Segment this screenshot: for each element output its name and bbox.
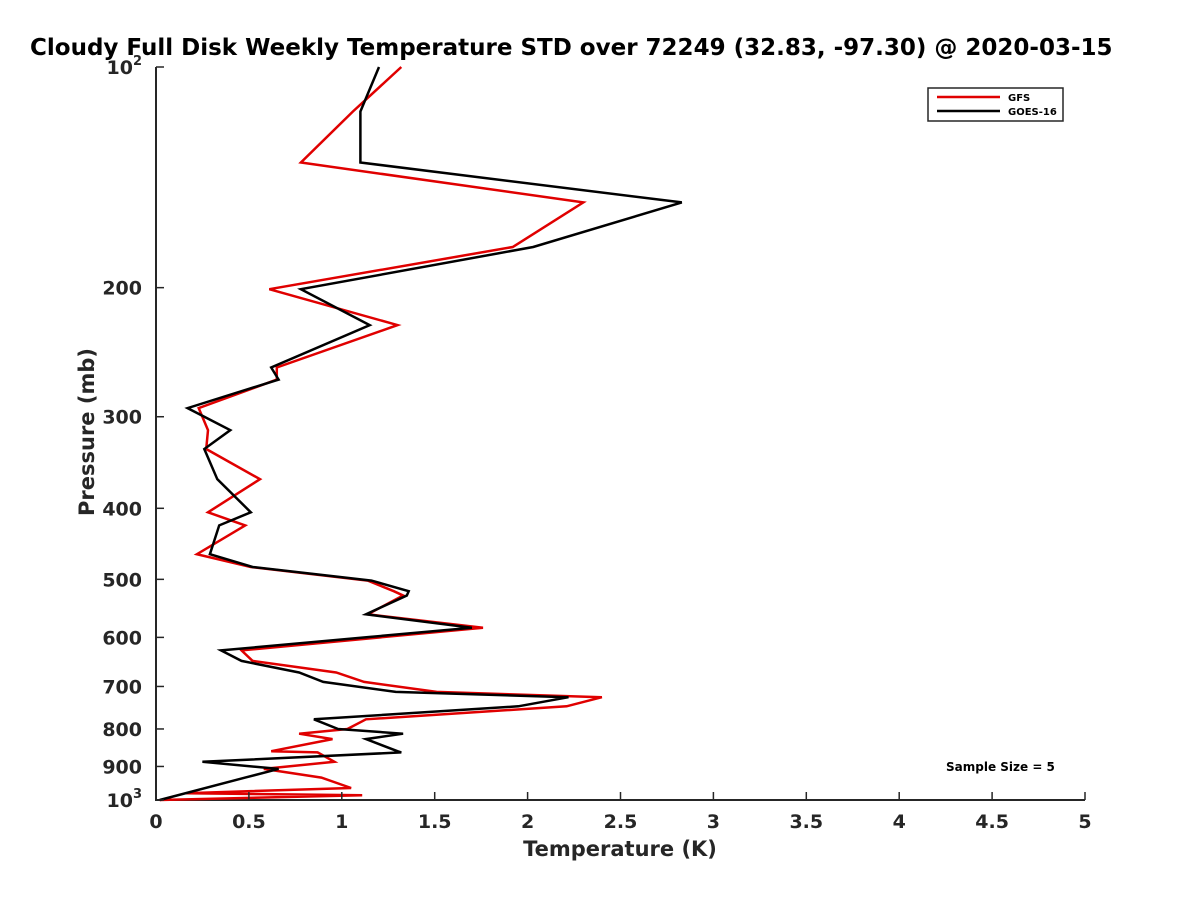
- series-line-goes16: [159, 66, 683, 802]
- y-tick-label: 200: [102, 278, 142, 300]
- x-axis-label: Temperature (K): [523, 837, 717, 861]
- legend: GFS GOES-16: [927, 87, 1064, 122]
- y-tick-label: 400: [102, 498, 142, 520]
- y-tick-label: 500: [102, 569, 142, 591]
- x-tick-label: 5: [1078, 811, 1091, 833]
- y-tick-label: 900: [102, 756, 142, 778]
- plot-area: 0 0.5 1 1.5 2 2.5 3 3.5 4 4.5 5 102 200 300 400 500 600…: [102, 54, 1091, 833]
- y-tick-label: 300: [102, 407, 142, 429]
- y-tick-label: 700: [102, 676, 142, 698]
- y-axis-label: Pressure (mb): [75, 348, 99, 516]
- axes-frame: [155, 67, 1085, 801]
- x-axis-ticks: 0 0.5 1 1.5 2 2.5 3 3.5 4 4.5 5: [149, 792, 1092, 833]
- x-tick-label: 4: [893, 811, 906, 833]
- sample-size-annotation: Sample Size = 5: [946, 760, 1055, 774]
- x-tick-label: 4.5: [975, 811, 1009, 833]
- y-tick-label: 600: [102, 627, 142, 649]
- legend-label-goes16: GOES-16: [1008, 107, 1057, 118]
- y-tick-label: 102: [107, 54, 143, 79]
- x-tick-label: 3: [707, 811, 720, 833]
- y-tick-label: 103: [107, 787, 143, 812]
- x-tick-label: 0.5: [232, 811, 266, 833]
- legend-box: [927, 87, 1064, 122]
- x-tick-label: 0: [149, 811, 162, 833]
- x-tick-label: 1.5: [418, 811, 452, 833]
- chart-title: Cloudy Full Disk Weekly Temperature STD …: [30, 35, 1113, 61]
- y-tick-label: 800: [102, 719, 142, 741]
- y-axis-ticks: 102 200 300 400 500 600 700 800 900 103: [102, 54, 164, 812]
- x-tick-label: 2.5: [604, 811, 638, 833]
- x-tick-label: 1: [335, 811, 348, 833]
- legend-label-gfs: GFS: [1008, 93, 1030, 104]
- series-layer: [159, 66, 683, 802]
- x-tick-label: 3.5: [789, 811, 823, 833]
- x-tick-label: 2: [521, 811, 534, 833]
